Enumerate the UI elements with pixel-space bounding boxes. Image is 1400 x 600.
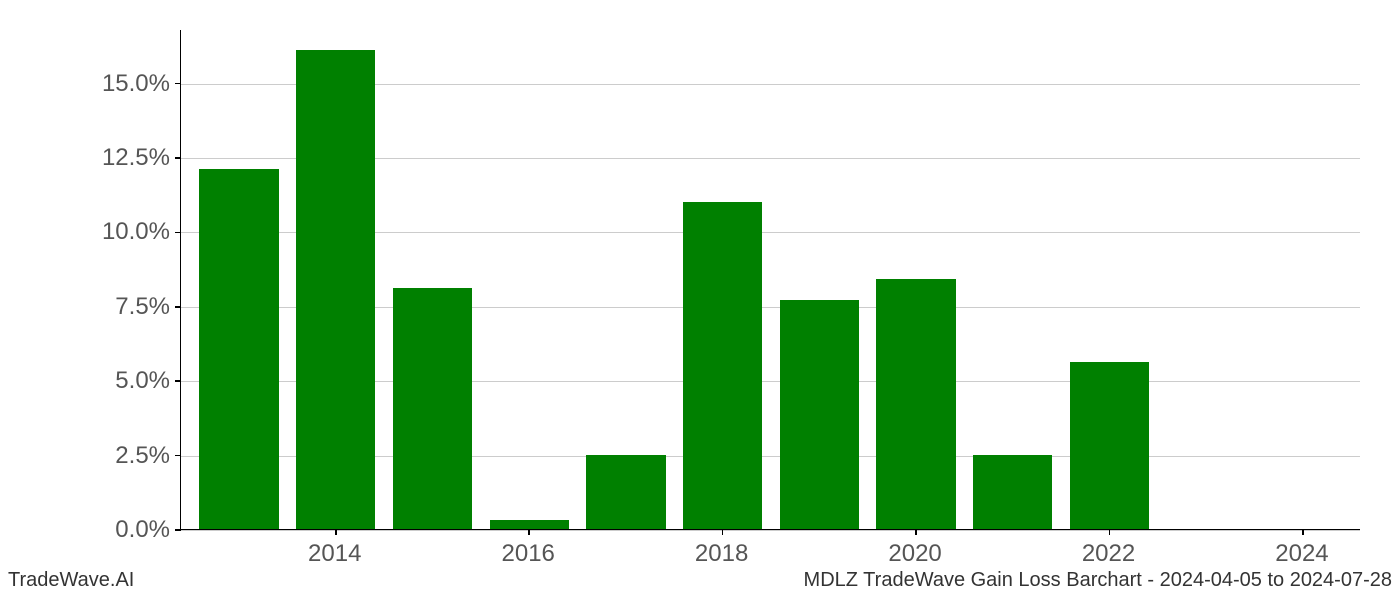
plot-area	[180, 30, 1360, 530]
bar	[199, 169, 278, 529]
bar	[876, 279, 955, 529]
gridline	[181, 530, 1360, 531]
y-tick-mark	[175, 232, 181, 234]
y-tick-mark	[175, 529, 181, 531]
bar	[683, 202, 762, 529]
bar	[490, 520, 569, 529]
x-tick-label: 2016	[501, 540, 554, 568]
bar	[973, 455, 1052, 529]
x-tick-mark	[915, 529, 917, 535]
bar	[393, 288, 472, 529]
bar	[586, 455, 665, 529]
y-tick-label: 10.0%	[102, 218, 170, 246]
y-tick-label: 2.5%	[115, 442, 170, 470]
x-tick-mark	[528, 529, 530, 535]
y-tick-label: 12.5%	[102, 144, 170, 172]
x-tick-mark	[335, 529, 337, 535]
y-tick-mark	[175, 306, 181, 308]
y-tick-label: 5.0%	[115, 367, 170, 395]
bar	[296, 50, 375, 529]
footer-left-label: TradeWave.AI	[8, 569, 134, 592]
x-tick-mark	[1109, 529, 1111, 535]
chart-container	[180, 30, 1360, 530]
x-tick-label: 2022	[1082, 540, 1135, 568]
y-tick-mark	[175, 157, 181, 159]
x-tick-label: 2014	[308, 540, 361, 568]
x-tick-label: 2018	[695, 540, 748, 568]
footer-right-label: MDLZ TradeWave Gain Loss Barchart - 2024…	[804, 569, 1392, 592]
y-tick-label: 0.0%	[115, 516, 170, 544]
y-tick-label: 15.0%	[102, 70, 170, 98]
x-tick-label: 2020	[888, 540, 941, 568]
y-tick-mark	[175, 380, 181, 382]
bar	[1070, 362, 1149, 529]
y-tick-mark	[175, 455, 181, 457]
x-tick-label: 2024	[1275, 540, 1328, 568]
x-tick-mark	[722, 529, 724, 535]
bar	[780, 300, 859, 529]
x-tick-mark	[1302, 529, 1304, 535]
y-tick-mark	[175, 83, 181, 85]
y-tick-label: 7.5%	[115, 293, 170, 321]
